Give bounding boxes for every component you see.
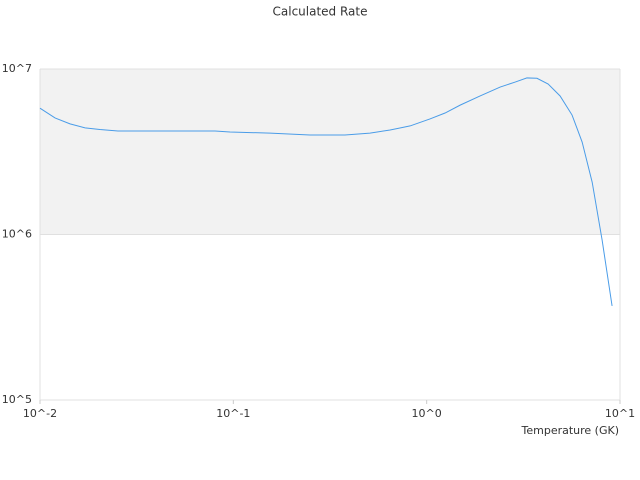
x-axis-label: Temperature (GK) — [521, 424, 620, 437]
y-tick-label: 10^6 — [2, 228, 32, 241]
x-tick-label: 10^-1 — [216, 407, 250, 420]
chart-title: Calculated Rate — [273, 5, 368, 19]
y-tick-label: 10^5 — [2, 393, 32, 406]
x-tick-label: 10^1 — [605, 407, 635, 420]
x-tick-label: 10^-2 — [23, 407, 57, 420]
grid-band — [40, 69, 620, 235]
x-tick-label: 10^0 — [412, 407, 442, 420]
y-tick-label: 10^7 — [2, 62, 32, 75]
data-line — [39, 77, 613, 307]
